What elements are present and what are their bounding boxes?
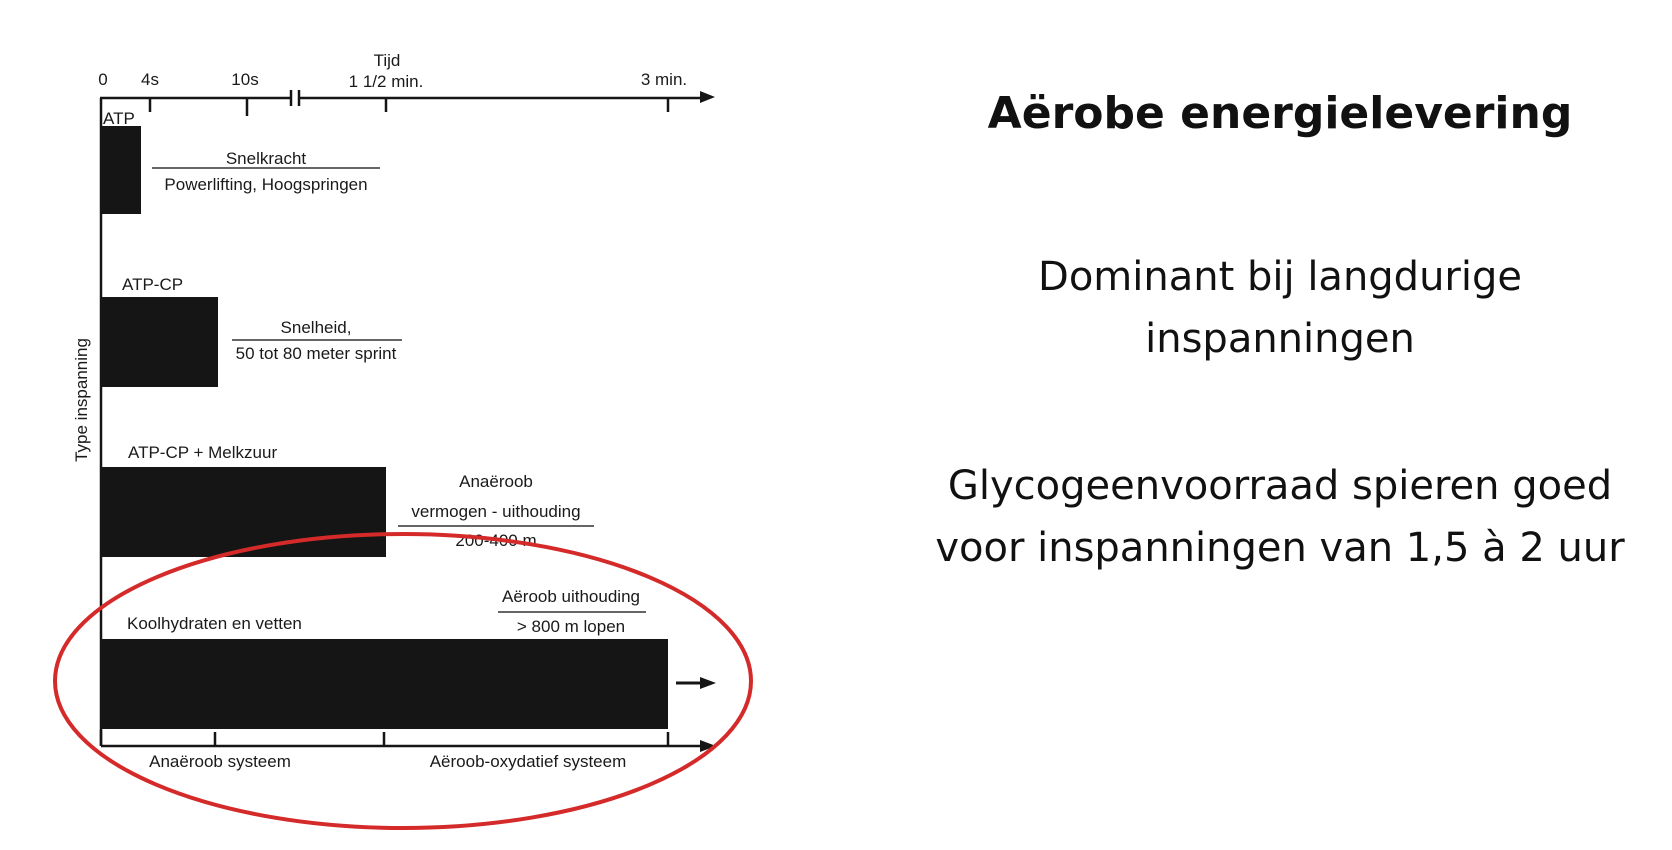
bar-atp-cp-lactic <box>101 467 386 557</box>
bar-aerobic <box>101 639 668 729</box>
bottom-label-anaerobic: Anaëroob systeem <box>149 752 291 771</box>
point-glycogen-line-1: Glycogeenvoorraad spieren goed <box>947 463 1613 509</box>
system-label-atp-cp: ATP-CP <box>122 275 183 294</box>
activity-atp-top: Snelkracht <box>226 149 307 168</box>
system-label-atp-cp-lactic: ATP-CP + Melkzuur <box>128 443 277 462</box>
system-label-aerobic: Koolhydraten en vetten <box>127 614 302 633</box>
time-axis-title: Tijd <box>374 51 401 70</box>
time-tick-label-4s: 4s <box>141 70 159 89</box>
y-axis-label: Type inspanning <box>72 338 91 462</box>
point-dominant-line-2: inspanningen <box>1145 316 1415 362</box>
slide-title: Aërobe energielevering <box>987 88 1573 139</box>
time-tick-label-10s: 10s <box>231 70 258 89</box>
activity-aerobic-bottom: > 800 m lopen <box>517 617 625 636</box>
system-label-atp: ATP <box>103 109 135 128</box>
activity-lactic-middle: vermogen - uithouding <box>411 502 580 521</box>
time-tick-label-90s: 1 1/2 min. <box>349 72 424 91</box>
activity-atp-bottom: Powerlifting, Hoogspringen <box>164 175 367 194</box>
time-tick-label-0: 0 <box>98 70 107 89</box>
bar-atp-cp <box>101 297 218 387</box>
bottom-label-aerobic: Aëroob-oxydatief systeem <box>430 752 627 771</box>
time-tick-label-3min: 3 min. <box>641 70 687 89</box>
energy-systems-diagram: Tijd 0 4s 10s 1 1/2 min. 3 min. Type ins… <box>53 51 753 830</box>
point-dominant-line-1: Dominant bij langdurige <box>1038 254 1522 300</box>
time-axis-arrowhead <box>700 91 715 103</box>
bottom-axis <box>99 730 700 748</box>
activity-lactic-top: Anaëroob <box>459 472 533 491</box>
activity-aerobic-top: Aëroob uithouding <box>502 587 640 606</box>
activity-atp-cp-top: Snelheid, <box>281 318 352 337</box>
point-glycogen: Glycogeenvoorraad spieren goed voor insp… <box>900 455 1660 579</box>
point-glycogen-line-2: voor inspanningen van 1,5 à 2 uur <box>935 525 1625 571</box>
point-dominant: Dominant bij langdurige inspanningen <box>900 246 1660 370</box>
time-axis <box>100 90 700 116</box>
highlight-ellipse <box>53 532 753 830</box>
bar-atp <box>101 126 141 214</box>
activity-atp-cp-bottom: 50 tot 80 meter sprint <box>236 344 397 363</box>
aerobic-continue-arrowhead <box>700 677 716 689</box>
bottom-axis-arrowhead <box>700 740 716 752</box>
